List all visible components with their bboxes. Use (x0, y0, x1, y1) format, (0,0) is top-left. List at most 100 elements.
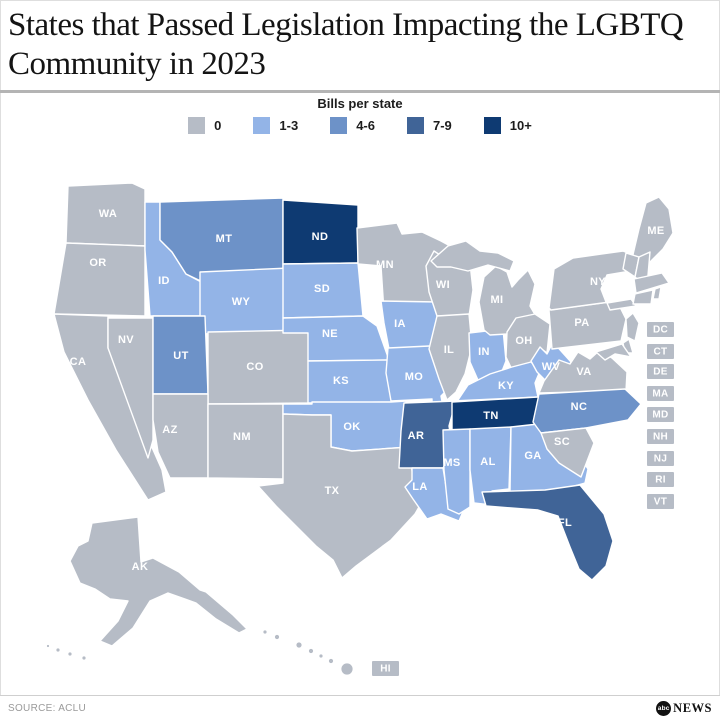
state-id-label: ID (158, 275, 170, 287)
state-in-label: IN (478, 346, 490, 358)
state-ma-box (647, 386, 674, 401)
state-il-shape (428, 313, 473, 401)
state-la-label: LA (412, 481, 427, 493)
state-hi-shape-island-3 (308, 648, 314, 654)
state-md-label: MD (652, 410, 668, 421)
state-me-label: ME (647, 225, 664, 237)
state-hi-label: HI (380, 664, 391, 675)
state-nj-label: NJ (654, 454, 667, 465)
legend-item-10+: 10+ (483, 117, 532, 134)
legend-label: 10+ (509, 118, 532, 133)
state-nj-box (647, 451, 674, 466)
state-ny-shape-2 (606, 298, 637, 311)
state-ut-label: UT (173, 350, 188, 362)
state-ny-shape (548, 250, 641, 311)
state-wa-label: WA (99, 208, 118, 220)
state-ia-label: IA (394, 318, 406, 330)
state-ct-label: CT (654, 347, 668, 358)
state-md-box (647, 407, 674, 422)
state-nv-label: NV (118, 334, 134, 346)
state-nh-box (647, 429, 674, 444)
state-ak-shape (69, 516, 248, 647)
state-va-label: VA (576, 366, 591, 378)
legend-label: 4-6 (356, 118, 375, 133)
state-nv-shape (107, 317, 154, 459)
legend-item-7-9: 7-9 (406, 117, 452, 134)
state-ct-box (647, 344, 674, 359)
state-wv-label: WV (542, 361, 561, 373)
state-nj-shape (625, 312, 640, 342)
legend-label: 0 (214, 118, 222, 133)
state-hi-shape-island-6 (340, 662, 354, 676)
state-co-label: CO (246, 361, 263, 373)
state-sd-label: SD (314, 283, 330, 295)
legend-swatch-10+ (483, 117, 501, 134)
state-hi-box (372, 661, 399, 676)
state-dc-label: DC (653, 325, 668, 336)
state-ma-label: MA (652, 389, 668, 400)
legend-item-0: 0 (188, 117, 221, 134)
state-or-label: OR (89, 257, 106, 269)
state-hi-shape-island-4 (318, 653, 324, 659)
state-dc-box (647, 322, 674, 337)
abc-logo-icon: abc (656, 700, 672, 716)
state-ak-shape-island-3 (46, 644, 50, 648)
source-credit: SOURCE: ACLU (8, 702, 87, 714)
header: States that Passed Legislation Impacting… (0, 0, 720, 94)
us-choropleth-map: WA OR CA NV ID MT WY UT CO AZ NM ND SD NE KS OK TX MN IA MO… (46, 182, 674, 676)
state-mn-label: MN (376, 259, 394, 271)
title-divider (0, 90, 720, 94)
state-ks-label: KS (333, 375, 349, 387)
legend-label: 1-3 (279, 118, 299, 133)
legend: Bills per state 0 1-3 4-6 7-9 10+ (0, 96, 720, 134)
state-sc-shape (540, 427, 595, 478)
legend-swatch-1-3 (253, 117, 271, 134)
legend-item-4-6: 4-6 (330, 117, 375, 134)
state-il-label: IL (444, 344, 455, 356)
state-fl-label: FL (558, 517, 572, 529)
state-sc-label: SC (554, 436, 570, 448)
state-ak-shape-island-2 (81, 655, 87, 661)
state-hi-shape-island-5 (328, 658, 334, 664)
legend-item-1-3: 1-3 (253, 117, 298, 134)
state-ms-label: MS (443, 457, 460, 469)
state-nd-label: ND (312, 231, 329, 243)
state-fl-shape (481, 484, 614, 581)
state-de-label: DE (653, 367, 668, 378)
state-az-shape (152, 393, 209, 479)
state-de-box (647, 364, 674, 379)
state-wy-label: WY (232, 296, 251, 308)
state-ks-shape (307, 359, 396, 404)
state-pa-label: PA (574, 317, 589, 329)
footer: SOURCE: ACLU abc NEWS (0, 695, 720, 720)
state-nh-label: NH (653, 432, 668, 443)
state-nc-label: NC (571, 401, 588, 413)
state-mo-label: MO (405, 371, 424, 383)
state-or-shape (53, 242, 146, 317)
state-vt-box (647, 494, 674, 509)
state-ky-label: KY (498, 380, 514, 392)
state-ri-label: RI (655, 475, 666, 486)
legend-label: 7-9 (432, 118, 452, 133)
page-title: States that Passed Legislation Impacting… (8, 7, 684, 82)
legend-swatch-7-9 (406, 117, 424, 134)
state-ny-label: NY (590, 276, 606, 288)
state-tn-label: TN (483, 410, 498, 422)
state-hi-shape-island-0 (262, 629, 268, 635)
state-ar-label: AR (408, 430, 425, 442)
state-nm-label: NM (233, 431, 251, 443)
state-wi-label: WI (436, 279, 450, 291)
news-wordmark: NEWS (673, 700, 712, 715)
legend-title: Bills per state (317, 96, 403, 111)
state-ak-label: AK (132, 561, 149, 573)
state-mt-label: MT (216, 233, 233, 245)
state-mi-label: MI (490, 294, 503, 306)
state-vt-label: VT (654, 497, 667, 508)
state-ri-shape (652, 286, 662, 300)
state-ak-shape-island-0 (55, 647, 61, 653)
state-ms-shape (442, 428, 471, 515)
state-hi-shape-island-2 (295, 641, 303, 649)
state-al-label: AL (480, 456, 495, 468)
state-md-shape (595, 343, 632, 361)
state-mi-shape-2 (430, 240, 515, 272)
